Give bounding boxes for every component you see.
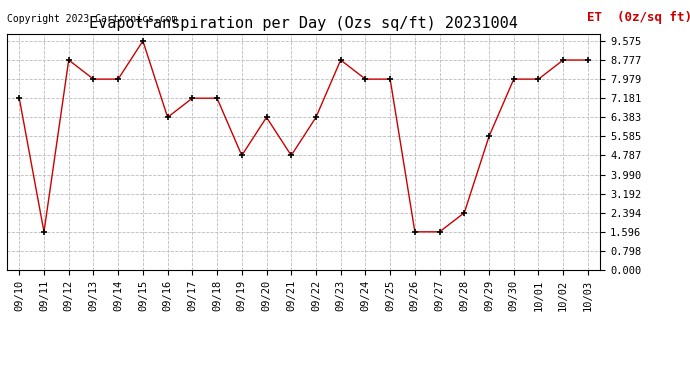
Text: Copyright 2023 Cartronics.com: Copyright 2023 Cartronics.com [7, 14, 177, 24]
Text: ET  (0z/sq ft): ET (0z/sq ft) [587, 11, 690, 24]
Title: Evapotranspiration per Day (Ozs sq/ft) 20231004: Evapotranspiration per Day (Ozs sq/ft) 2… [89, 16, 518, 31]
